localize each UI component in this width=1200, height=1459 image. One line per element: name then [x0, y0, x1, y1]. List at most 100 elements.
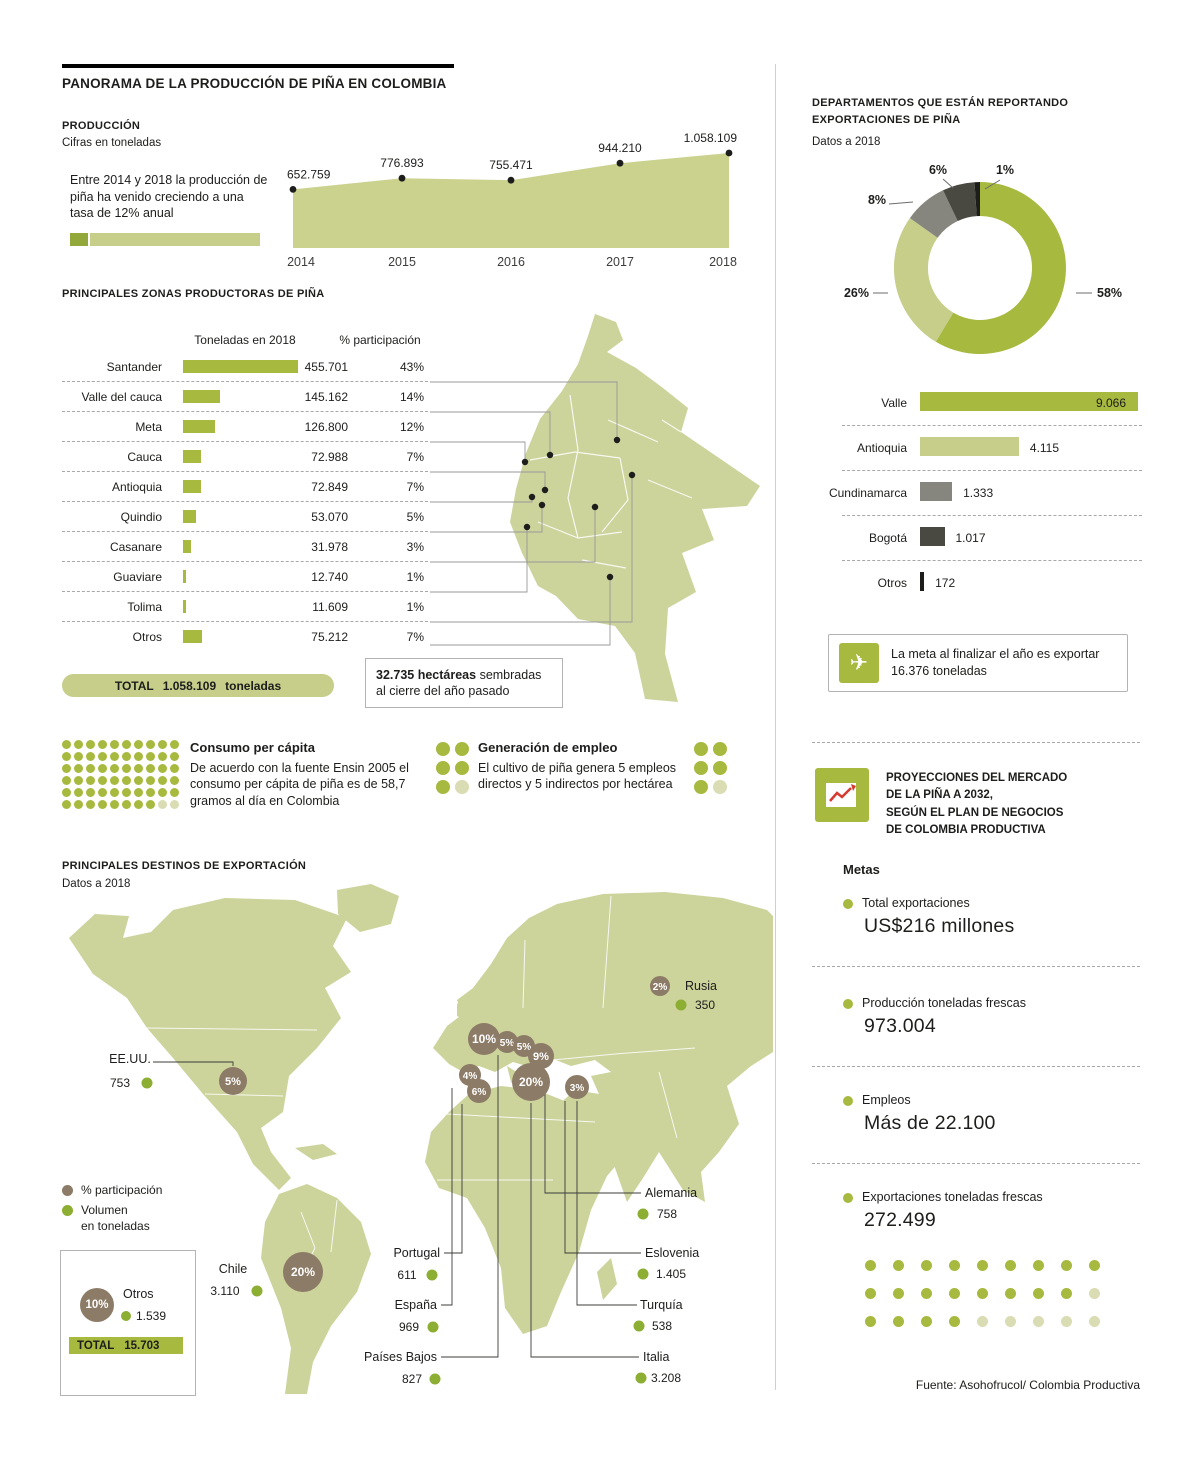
- volume-dot-icon: [251, 1285, 263, 1297]
- dot: [122, 800, 131, 809]
- country-volume: 758: [657, 1207, 677, 1221]
- dot: [893, 1288, 904, 1299]
- volume-dot-icon: [637, 1208, 649, 1220]
- note-bar-dark-segment: [70, 233, 88, 246]
- participation-bubble: [565, 1075, 589, 1099]
- country-volume: 538: [652, 1319, 672, 1333]
- proyecciones-title: PROYECCIONES DEL MERCADO DE LA PIÑA A 20…: [886, 772, 1068, 836]
- export-goal-text: La meta al finalizar el año es exportar …: [891, 646, 1099, 680]
- dot: [949, 1288, 960, 1299]
- production-point-label: 755.471: [489, 158, 533, 172]
- dept-value: 9.066: [1095, 396, 1126, 410]
- meta-value: 272.499: [864, 1209, 936, 1231]
- dot: [170, 752, 179, 761]
- meta-bullet-icon: [843, 1096, 853, 1106]
- dot: [694, 761, 708, 775]
- dot: [122, 788, 131, 797]
- zone-name: Valle del cauca: [81, 390, 163, 404]
- participation-bubble-label: 5%: [225, 1076, 241, 1088]
- dot: [1089, 1316, 1100, 1327]
- country-borders: [144, 895, 696, 1285]
- hectareas-value: 32.735 hectáreas: [376, 668, 477, 682]
- consumo-title: Consumo per cápita: [190, 740, 315, 755]
- area-fill: [293, 153, 729, 248]
- consumo-text: De acuerdo con la fuente Ensin 2005 el c…: [190, 761, 409, 808]
- zone-tons: 126.800: [304, 420, 348, 434]
- dept-value: 1.017: [955, 531, 986, 545]
- country-label: Chile: [219, 1262, 248, 1276]
- zonas-row: Casanare 31.978 3%: [62, 532, 428, 562]
- legend-volume-line2: en toneladas: [81, 1218, 150, 1233]
- separator: [842, 515, 1142, 516]
- zone-pct: 14%: [399, 390, 424, 404]
- production-year-label: 2016: [497, 255, 525, 269]
- dot: [74, 764, 83, 773]
- projection-chart-icon: [815, 768, 869, 822]
- data-point: [289, 186, 297, 193]
- hectareas-text: sembradas al cierre del año pasado: [376, 668, 542, 699]
- title-rule: [62, 64, 454, 68]
- otros-label: Otros: [123, 1287, 154, 1301]
- dept-bar: [920, 572, 925, 591]
- country-label: Italia: [643, 1350, 669, 1364]
- country-label: EE.UU.: [109, 1052, 151, 1066]
- produccion-note: Entre 2014 y 2018 la producción de piña …: [70, 173, 268, 220]
- uk-shape: [457, 992, 479, 1022]
- consumo-dot-grid: [62, 740, 182, 812]
- data-point: [398, 174, 406, 182]
- dot: [62, 740, 71, 749]
- dot: [158, 800, 167, 809]
- participation-bubble: [496, 1031, 518, 1053]
- dot: [110, 764, 119, 773]
- destinos-total-label: TOTAL: [77, 1339, 115, 1352]
- departamentos-subheading: Datos a 2018: [812, 136, 881, 148]
- participation-bubble-label: 10%: [472, 1032, 496, 1046]
- dept-name: Cundinamarca: [828, 486, 907, 500]
- zonas-total-label: TOTAL: [114, 678, 154, 693]
- column-divider: [775, 64, 776, 1390]
- leader-line: [544, 1071, 641, 1194]
- otros-volume: 1.539: [121, 1309, 166, 1323]
- dept-bar: [920, 437, 1019, 456]
- zonas-row: Valle del cauca 145.162 14%: [62, 382, 428, 412]
- dot: [1033, 1260, 1044, 1271]
- dot: [865, 1316, 876, 1327]
- fuente: Fuente: Asohofrucol/ Colombia Productiva: [915, 1378, 1140, 1392]
- donut-segment: [935, 182, 1066, 354]
- dot: [134, 800, 143, 809]
- dot: [1089, 1260, 1100, 1271]
- participation-dot-icon: [62, 1184, 73, 1196]
- meta-bullet-icon: [843, 1193, 853, 1203]
- madagascar-shape: [597, 1258, 617, 1300]
- country-volume: 350: [695, 998, 715, 1012]
- zone-location-dots: [521, 436, 636, 581]
- dot: [134, 752, 143, 761]
- dot: [86, 788, 95, 797]
- data-point: [725, 149, 733, 157]
- volume-dot-icon: [635, 1372, 647, 1384]
- zone-bar: [183, 420, 215, 433]
- dot: [1061, 1260, 1072, 1271]
- dot: [1005, 1288, 1016, 1299]
- dot: [86, 740, 95, 749]
- dot: [436, 742, 450, 756]
- data-point: [507, 176, 515, 184]
- dot: [893, 1316, 904, 1327]
- zonas-total-unit: toneladas: [225, 678, 282, 693]
- dot: [98, 764, 107, 773]
- meta-value: 973.004: [864, 1015, 936, 1037]
- otros-box: 10% Otros 1.539 TOTAL 15.703: [60, 1250, 196, 1396]
- meta-label: Total exportaciones: [862, 896, 970, 910]
- country-volume: 1.405: [656, 1267, 686, 1281]
- dept-value: 1.333: [963, 486, 994, 500]
- dot: [949, 1316, 960, 1327]
- zonas-row: Santander 455.701 43%: [62, 352, 428, 382]
- zone-bar: [183, 360, 298, 373]
- donut-tick: [888, 201, 914, 205]
- separator: [812, 1163, 1140, 1164]
- dot: [98, 776, 107, 785]
- export-goal-line2: 16.376 toneladas: [891, 664, 987, 678]
- dot: [146, 776, 155, 785]
- dot: [921, 1288, 932, 1299]
